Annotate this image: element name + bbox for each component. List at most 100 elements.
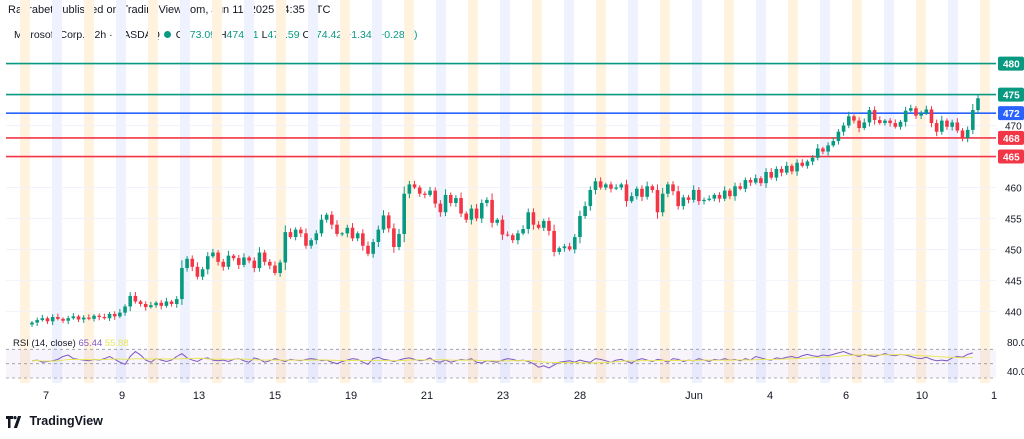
candle-body	[190, 258, 195, 267]
candle-body	[143, 303, 148, 308]
candle-body	[381, 215, 386, 230]
candle-body	[407, 184, 412, 194]
session-band	[340, 0, 350, 383]
tradingview-footer[interactable]: TradingView	[6, 414, 103, 428]
candle-body	[609, 184, 613, 189]
level-tag-465	[998, 149, 1024, 164]
candle-body	[412, 184, 417, 188]
session-band	[980, 0, 990, 383]
candle-body	[278, 262, 282, 273]
time-tick-label: 15	[269, 390, 281, 402]
candle-body	[759, 178, 763, 184]
candle-body	[479, 202, 484, 219]
candle-body	[619, 184, 624, 188]
candle-body	[903, 110, 908, 122]
candle-body	[30, 322, 34, 325]
market-status-icon	[163, 31, 171, 38]
candle-body	[87, 317, 91, 319]
rsi-value: 65.44	[78, 338, 103, 349]
candle-body	[516, 233, 520, 241]
candle-body	[386, 215, 391, 229]
candle-body	[666, 184, 670, 194]
candle-body	[547, 220, 551, 231]
session-band	[468, 0, 478, 383]
candle-body	[211, 252, 215, 257]
candle-body	[536, 224, 541, 228]
horizontal-levels: 480 475 472 468 465	[6, 56, 1024, 164]
candle-body	[671, 184, 675, 192]
candle-body	[712, 194, 717, 199]
candle-body	[428, 190, 432, 195]
candle-body	[123, 306, 127, 313]
candle-body	[495, 219, 500, 223]
candle-body	[914, 108, 918, 116]
candle-body	[790, 165, 794, 172]
candle-body	[180, 268, 184, 300]
session-band	[628, 0, 638, 383]
candle-body	[376, 229, 381, 243]
candle-body	[821, 148, 825, 152]
candle-body	[159, 302, 164, 306]
close-label: C	[302, 29, 311, 41]
candle-body	[490, 199, 494, 223]
price-tick-label: 470	[1005, 122, 1022, 133]
candle-body	[174, 299, 179, 304]
candle-body	[454, 198, 458, 203]
candle-body	[831, 141, 836, 146]
candle-body	[154, 302, 158, 306]
low-label: L	[261, 29, 268, 41]
candle-body	[779, 168, 784, 173]
candle-body	[283, 232, 288, 263]
candle-body	[681, 197, 686, 207]
open-value: 473.09	[183, 29, 217, 41]
candle-body	[149, 305, 153, 308]
candle-body	[541, 220, 546, 228]
candle-body	[702, 199, 706, 202]
level-tag-472	[998, 106, 1024, 121]
candle-body	[629, 196, 634, 202]
candle-body	[846, 116, 851, 126]
candle-body	[257, 252, 262, 269]
candle-body	[138, 301, 143, 304]
candle-body	[707, 198, 711, 200]
time-tick-label: 13	[193, 390, 205, 402]
candle-body	[841, 125, 846, 132]
candle-body	[118, 312, 122, 317]
candle-body	[474, 208, 479, 219]
candle-body	[66, 318, 70, 321]
candle-body	[195, 266, 200, 277]
candle-body	[650, 186, 655, 190]
rsi-legend: RSI (14, close) 65.44 55.88	[13, 338, 129, 349]
candle-body	[247, 257, 251, 261]
candle-body	[81, 317, 86, 320]
rsi-ma-value: 55.88	[104, 338, 129, 349]
candle-body	[888, 120, 892, 124]
open-label: O	[175, 29, 184, 41]
candle-body	[769, 172, 774, 178]
candle-body	[35, 320, 39, 323]
candle-body	[728, 190, 732, 197]
level-label-472: 472	[1003, 109, 1020, 120]
candle-body	[857, 120, 861, 129]
candle-body	[231, 255, 236, 259]
candle-body	[800, 162, 805, 166]
candle-body	[169, 301, 174, 304]
candle-body	[748, 180, 753, 183]
high-label: H	[218, 29, 227, 41]
candle-body	[50, 316, 55, 322]
candle-body	[971, 110, 975, 130]
candle-body	[304, 233, 308, 246]
candle-body	[221, 261, 226, 267]
time-tick-label: 1	[991, 390, 997, 402]
level-label-480: 480	[1003, 60, 1020, 71]
session-band	[52, 0, 62, 383]
candle-body	[960, 130, 965, 138]
candle-body	[505, 234, 510, 236]
candle-body	[521, 229, 525, 234]
candle-body	[614, 187, 618, 189]
candle-body	[955, 122, 960, 131]
candle-body	[355, 233, 360, 239]
candle-body	[371, 242, 375, 254]
candle-body	[324, 214, 329, 220]
